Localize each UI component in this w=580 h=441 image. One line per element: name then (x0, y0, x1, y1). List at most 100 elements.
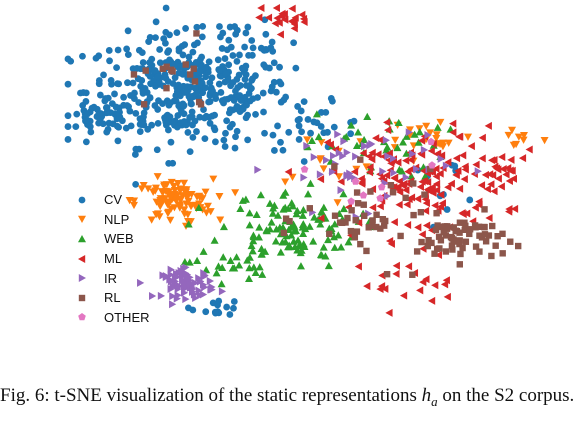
point-nlp (281, 178, 290, 186)
point-ml (461, 162, 469, 171)
point-cv (73, 110, 81, 118)
point-nlp (152, 198, 161, 206)
point-cv (133, 65, 141, 72)
point-rl (440, 228, 448, 236)
point-ir (420, 145, 429, 154)
point-cv (64, 80, 72, 88)
point-nlp (159, 189, 168, 197)
point-rl (351, 234, 359, 241)
point-cv (153, 146, 161, 154)
legend-label: OTHER (104, 309, 150, 325)
point-ml (365, 168, 374, 177)
point-rl (476, 248, 483, 255)
point-nlp (182, 200, 191, 208)
point-rl (389, 189, 397, 196)
point-cv (180, 110, 188, 118)
point-ml (437, 151, 446, 160)
point-rl (462, 238, 470, 245)
point-web (285, 243, 294, 251)
point-web (257, 250, 266, 258)
point-cv (64, 123, 72, 130)
point-ir (335, 149, 343, 158)
legend-marker-web (78, 234, 86, 243)
point-ml (374, 150, 382, 159)
point-web (305, 222, 314, 230)
point-cv (347, 130, 355, 138)
caption-line2: the S2 corpus. (466, 385, 575, 406)
point-rl (338, 219, 346, 227)
point-cv (268, 83, 276, 91)
legend-symbol-other (78, 313, 86, 321)
point-nlp (152, 211, 161, 219)
point-web (299, 206, 308, 214)
point-web (273, 211, 282, 219)
point-ml (505, 207, 513, 216)
point-cv (131, 89, 138, 97)
series-ml (255, 4, 533, 317)
point-web (226, 256, 235, 264)
legend-symbol-rl (78, 294, 86, 301)
point-rl (191, 78, 199, 85)
point-web (228, 264, 237, 272)
point-rl (353, 189, 361, 196)
point-rl (347, 227, 355, 235)
point-cv (219, 29, 227, 37)
point-nlp (231, 189, 240, 197)
point-ml (359, 149, 367, 158)
point-ir (412, 164, 421, 173)
point-ml (276, 30, 284, 39)
point-ir (334, 130, 342, 139)
point-cv (88, 104, 96, 112)
point-cv (248, 84, 255, 92)
point-cv (270, 59, 278, 67)
point-rl (142, 67, 149, 74)
point-web (265, 199, 274, 207)
legend-item-ir: IR (74, 268, 150, 288)
point-web (317, 251, 326, 259)
point-ml (400, 179, 408, 188)
point-cv (443, 206, 451, 213)
legend-item-web: WEB (74, 229, 150, 249)
point-nlp (362, 163, 371, 171)
point-cv (176, 92, 184, 100)
point-ml (395, 200, 403, 209)
point-ml (483, 185, 491, 194)
point-web (304, 190, 313, 198)
point-rl (424, 242, 431, 250)
point-nlp (209, 175, 218, 183)
point-cv (165, 47, 173, 55)
point-ml (368, 148, 376, 157)
point-cv (160, 35, 168, 43)
point-rl (475, 223, 483, 230)
point-rl (353, 228, 361, 235)
point-cv (151, 102, 159, 109)
point-ir (382, 136, 390, 145)
point-ml (472, 160, 480, 169)
point-ir (167, 265, 175, 274)
point-ml (447, 179, 455, 188)
point-web (410, 130, 419, 138)
point-ml (486, 170, 494, 179)
point-nlp (163, 198, 172, 206)
point-cv (232, 133, 239, 141)
point-ml (490, 187, 498, 196)
point-ml (485, 214, 493, 223)
point-rl (418, 238, 425, 246)
point-nlp (129, 201, 138, 210)
point-ir (405, 128, 413, 137)
point-rl (456, 229, 463, 236)
point-cv (127, 122, 135, 130)
point-ml (509, 174, 517, 183)
point-web (312, 110, 321, 118)
point-web (269, 204, 278, 212)
point-rl (286, 218, 293, 225)
point-rl (481, 231, 489, 238)
point-ml (390, 174, 398, 183)
point-nlp (520, 132, 529, 140)
point-ml (272, 4, 280, 12)
point-web (297, 246, 306, 254)
point-rl (442, 248, 450, 255)
point-rl (373, 223, 380, 231)
point-cv (211, 111, 218, 119)
point-ml (510, 204, 519, 213)
